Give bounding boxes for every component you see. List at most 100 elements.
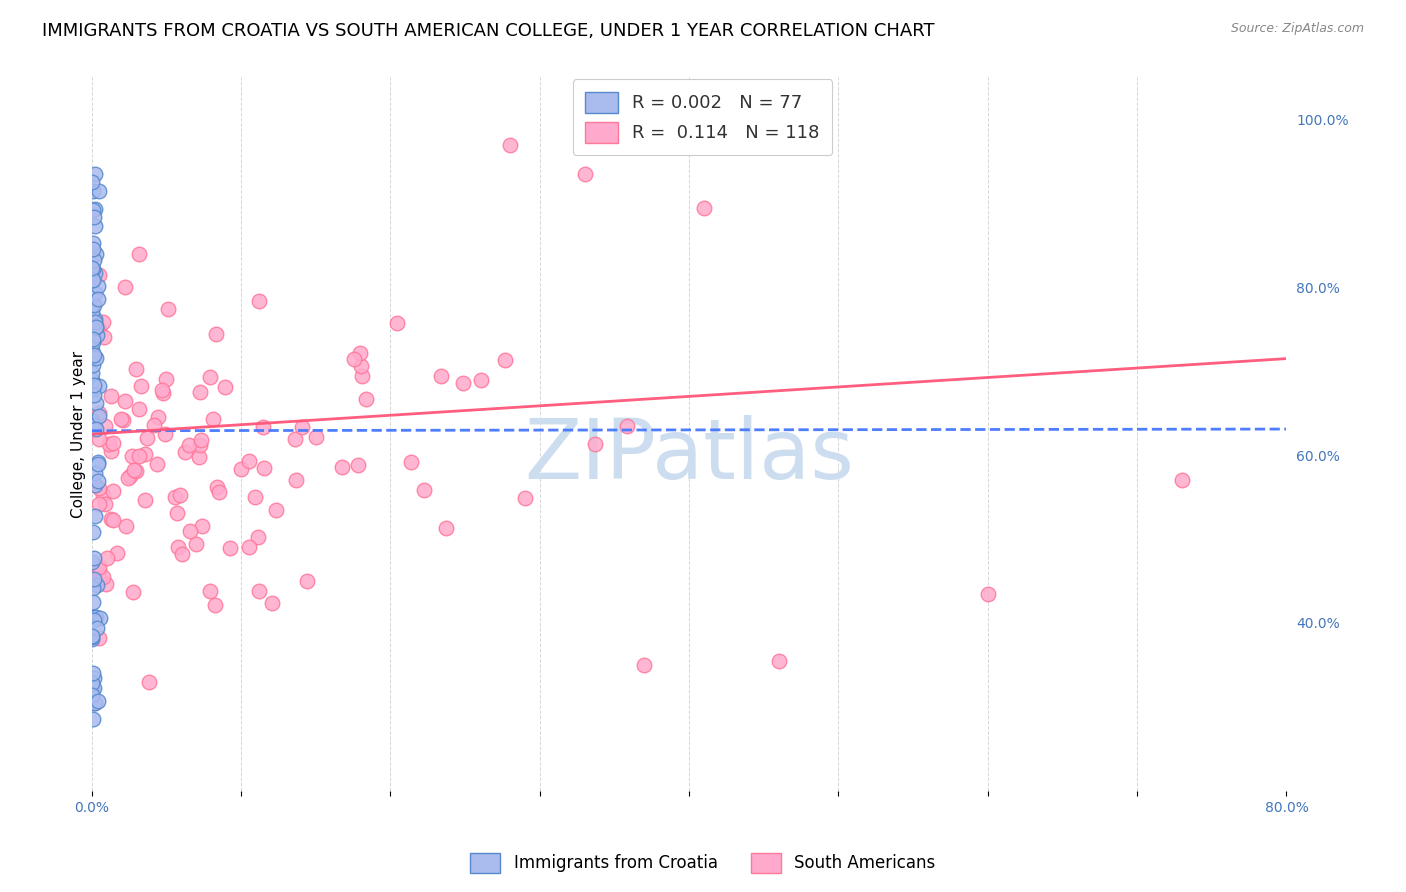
Point	[89, 564, 111, 578]
Point	[170, 547, 193, 561]
Text: ZIPatlas: ZIPatlas	[524, 415, 853, 496]
Point	[155, 372, 177, 386]
Point	[166, 540, 188, 554]
Point	[191, 519, 214, 533]
Point	[83, 252, 105, 267]
Point	[100, 512, 122, 526]
Point	[82, 335, 104, 350]
Point	[247, 584, 270, 599]
Point	[83, 202, 105, 216]
Point	[297, 574, 319, 589]
Point	[253, 461, 276, 475]
Point	[152, 386, 174, 401]
Point	[356, 392, 378, 406]
Point	[83, 572, 105, 586]
Point	[82, 582, 104, 596]
Point	[82, 202, 104, 217]
Point	[633, 657, 655, 672]
Point	[110, 412, 132, 426]
Point	[768, 654, 790, 668]
Point	[616, 418, 638, 433]
Point	[82, 273, 104, 287]
Point	[188, 438, 211, 452]
Point	[87, 455, 110, 469]
Point	[218, 541, 240, 555]
Point	[83, 613, 105, 627]
Point	[207, 480, 229, 494]
Point	[134, 492, 156, 507]
Point	[82, 555, 104, 569]
Point	[82, 184, 104, 198]
Point	[82, 236, 104, 251]
Point	[121, 585, 143, 599]
Point	[166, 506, 188, 520]
Point	[86, 396, 108, 410]
Point	[136, 431, 159, 445]
Point	[83, 348, 105, 362]
Point	[87, 474, 110, 488]
Point	[87, 292, 110, 306]
Point	[80, 630, 103, 644]
Point	[264, 503, 287, 517]
Legend: R = 0.002   N = 77, R =  0.114   N = 118: R = 0.002 N = 77, R = 0.114 N = 118	[572, 79, 832, 155]
Point	[89, 497, 111, 511]
Point	[82, 351, 104, 365]
Point	[82, 332, 104, 346]
Point	[89, 631, 111, 645]
Point	[188, 385, 211, 400]
Point	[201, 412, 224, 426]
Point	[128, 401, 150, 416]
Point	[83, 696, 105, 710]
Point	[188, 450, 211, 465]
Point	[163, 490, 186, 504]
Point	[134, 447, 156, 461]
Point	[80, 373, 103, 387]
Point	[82, 682, 104, 697]
Point	[86, 621, 108, 635]
Point	[121, 450, 143, 464]
Point	[83, 377, 105, 392]
Point	[387, 316, 409, 330]
Point	[200, 370, 222, 384]
Point	[86, 351, 108, 366]
Point	[82, 414, 104, 428]
Point	[200, 584, 222, 599]
Point	[82, 260, 104, 275]
Point	[1171, 473, 1194, 487]
Point	[83, 388, 105, 402]
Point	[349, 345, 371, 359]
Point	[174, 445, 197, 459]
Point	[179, 524, 201, 539]
Point	[83, 477, 105, 491]
Point	[229, 462, 252, 476]
Point	[101, 436, 124, 450]
Point	[153, 426, 176, 441]
Point	[86, 247, 108, 261]
Point	[112, 413, 135, 427]
Legend: Immigrants from Croatia, South Americans: Immigrants from Croatia, South Americans	[464, 847, 942, 880]
Point	[82, 688, 104, 702]
Point	[96, 550, 118, 565]
Point	[82, 666, 104, 681]
Point	[169, 488, 191, 502]
Point	[150, 384, 173, 398]
Point	[80, 304, 103, 318]
Point	[284, 432, 307, 446]
Point	[574, 167, 596, 181]
Point	[453, 376, 475, 390]
Y-axis label: College, Under 1 year: College, Under 1 year	[72, 351, 86, 517]
Point	[84, 610, 107, 624]
Point	[146, 457, 169, 471]
Point	[83, 286, 105, 301]
Point	[82, 358, 104, 372]
Point	[208, 484, 231, 499]
Point	[120, 469, 142, 483]
Point	[89, 481, 111, 495]
Point	[214, 379, 236, 393]
Point	[494, 352, 516, 367]
Point	[128, 247, 150, 261]
Point	[434, 521, 457, 535]
Point	[247, 293, 270, 308]
Point	[86, 578, 108, 592]
Point	[114, 393, 136, 408]
